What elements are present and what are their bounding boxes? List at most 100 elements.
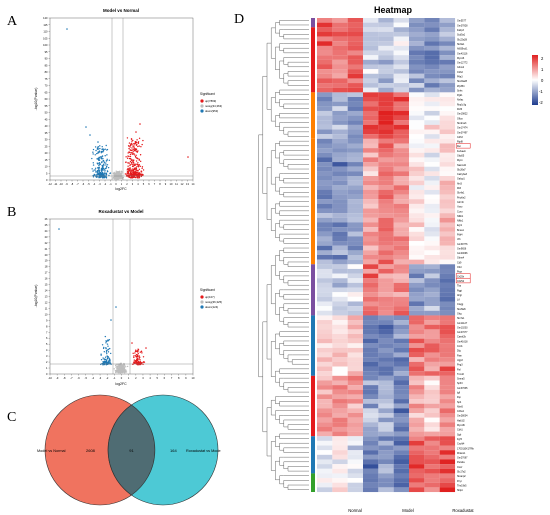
heatmap-cell <box>439 236 456 242</box>
heatmap-cell <box>393 273 410 279</box>
heatmap-cell <box>317 115 333 121</box>
heatmap-cell <box>317 343 333 348</box>
up-point <box>126 172 129 175</box>
gene-label: Cd9 <box>457 261 462 264</box>
up-point <box>136 171 138 174</box>
heatmap-cell <box>347 250 364 256</box>
heatmap-cell <box>332 18 348 23</box>
heatmap-cell <box>424 440 440 446</box>
heatmap-cell <box>424 464 440 469</box>
x-tick-label: 8 <box>159 182 161 186</box>
heatmap-cell <box>317 487 333 493</box>
heatmap-cell <box>363 482 379 488</box>
heatmap-cell <box>409 264 425 269</box>
heatmap-cell <box>317 320 333 325</box>
gene-label: Pggt <box>457 289 462 292</box>
up-point <box>139 351 141 353</box>
heatmap-cell <box>332 162 348 167</box>
heatmap-cell <box>409 213 425 218</box>
heatmap-cell <box>378 306 394 311</box>
down-point <box>106 164 109 166</box>
legend-b-up-swatch <box>200 295 204 299</box>
heatmap-cell <box>378 403 394 409</box>
gene-label: Peg3 <box>457 364 463 367</box>
heatmap-cell <box>378 413 394 418</box>
heatmap-cell <box>409 473 425 479</box>
down-point <box>91 168 93 170</box>
heatmap-cell <box>317 148 333 153</box>
heatmap-cell <box>439 259 456 265</box>
down-point <box>97 157 100 159</box>
y-tick-label: 65 <box>45 90 48 94</box>
heatmap-cell <box>424 110 440 116</box>
nosig-point <box>112 172 115 175</box>
gene-label: Ctsgg <box>457 303 464 306</box>
heatmap-cell <box>393 389 410 395</box>
nosig-point <box>118 371 120 373</box>
heatmap-cell <box>347 454 364 460</box>
y-tick-label: 115 <box>43 23 48 27</box>
nosig-point <box>119 364 121 366</box>
up-point <box>142 169 145 171</box>
x-tick-label: 7 <box>154 182 156 186</box>
heatmap-cell <box>363 343 379 348</box>
heatmap-cell <box>378 203 394 209</box>
heatmap-cell <box>363 18 379 23</box>
gene-label: Bnsa1 <box>457 229 464 232</box>
x-tick-label: 10 <box>192 376 195 380</box>
heatmap-cell <box>393 464 410 469</box>
y-tick-label: 6 <box>46 336 48 340</box>
up-point <box>141 362 143 364</box>
heatmap-cell <box>424 352 440 358</box>
gene-label: Ifsp <box>457 396 462 399</box>
up-point <box>142 361 144 364</box>
gene-label: Fabp3 <box>457 29 464 32</box>
nosig-point <box>121 171 123 173</box>
venn-diagram: Model vs Normal 2608 91 164 Roxadustat v… <box>37 394 221 506</box>
outlier-point <box>187 156 189 158</box>
heatmap-cell <box>332 83 348 88</box>
heatmap-cell <box>317 375 333 381</box>
up-point <box>136 139 138 141</box>
nosig-point <box>120 174 122 176</box>
heatmap-cell <box>378 334 394 339</box>
gene-label: Pars2a <box>457 461 465 464</box>
heatmap-cell <box>439 426 456 432</box>
down-point <box>109 362 112 364</box>
heatmap-cell <box>393 152 410 158</box>
heatmap-cell <box>317 59 333 65</box>
heatmap-cell <box>332 273 348 279</box>
heatmap-cell <box>332 422 348 427</box>
heatmap-cell <box>378 478 394 483</box>
x-tick-label: -9 <box>65 182 68 186</box>
heatmap-cell <box>424 73 440 79</box>
down-point <box>100 358 103 361</box>
nosig-point <box>118 368 120 371</box>
heatmap-cell <box>317 129 333 135</box>
heatmap-cell <box>424 115 440 121</box>
heatmap-cell <box>363 366 379 372</box>
heatmap-cell <box>439 478 456 483</box>
heatmap-cell <box>317 264 333 269</box>
down-point <box>95 176 98 178</box>
heatmap-cell <box>393 487 410 493</box>
up-point <box>137 141 140 143</box>
heatmap-cell <box>393 171 410 177</box>
heatmap-cell <box>363 110 379 116</box>
volcano-b-yticks: 0123456789101112131415161718192021222324… <box>45 217 50 376</box>
gene-label: Tnnd2 <box>457 373 464 376</box>
heatmap-cell <box>439 338 456 344</box>
down-point <box>97 173 99 176</box>
heatmap-cell <box>393 375 410 381</box>
heatmap-cell <box>393 208 410 214</box>
down-point <box>107 339 109 341</box>
gene-label: Gm28004 <box>457 415 468 418</box>
y-tick-label: 0 <box>46 372 48 376</box>
heatmap-cell <box>347 301 364 307</box>
heatmap-cell <box>332 59 348 65</box>
heatmap-cell <box>378 259 394 265</box>
heatmap-cell <box>393 287 410 293</box>
heatmap-cell <box>439 222 456 228</box>
heatmap-cell <box>347 152 364 158</box>
heatmap-cell <box>363 338 379 344</box>
